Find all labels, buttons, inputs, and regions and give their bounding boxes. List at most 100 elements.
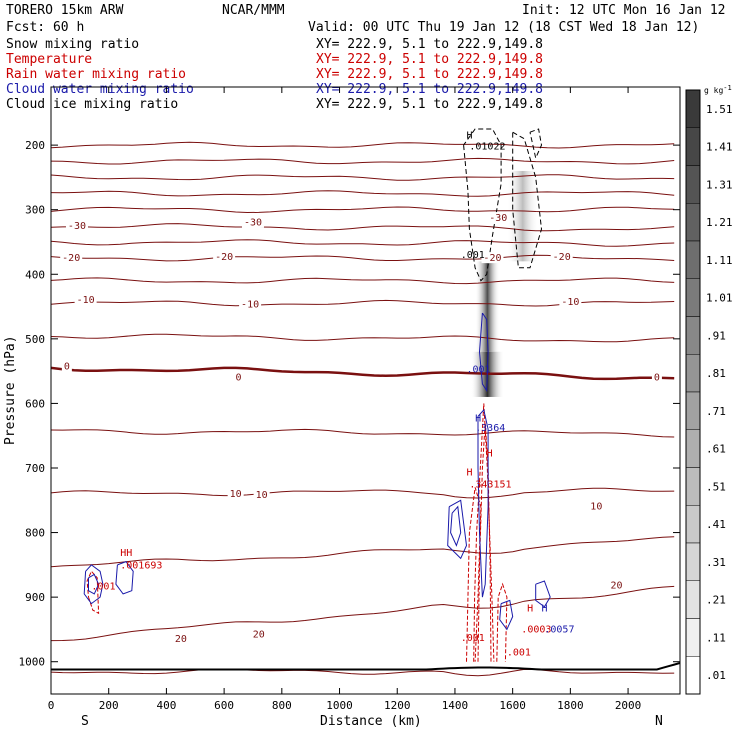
colorbar-swatch <box>685 316 701 355</box>
y-tick-label: 800 <box>25 527 45 540</box>
colorbar-label: .71 <box>706 405 726 418</box>
contour-annotation: .343151 <box>469 479 511 490</box>
colorbar-swatch <box>685 467 701 506</box>
colorbar-swatch <box>685 618 701 657</box>
temperature-label: 10 <box>256 490 268 501</box>
field-rain-name: Rain water mixing ratio <box>6 67 186 82</box>
isotherm-line <box>51 277 675 285</box>
x-axis-ticks: 0 200 400 600 800 1000 1200 1400 1600 1800 2000 <box>48 87 642 712</box>
colorbar-swatch <box>685 354 701 393</box>
temperature-label-bg <box>559 296 582 308</box>
field-snow-name: Snow mixing ratio <box>6 37 139 52</box>
isotherm-line <box>51 157 675 165</box>
temperature-label: 0 <box>64 362 70 373</box>
rain-contours <box>86 403 508 662</box>
colorbar-swatch <box>685 656 701 695</box>
colorbar-swatch <box>685 203 701 242</box>
contour-annotation: .0057 <box>544 625 574 636</box>
temperature-label: -10 <box>561 297 579 308</box>
colorbar: 1.51 1.41 1.31 1.21 1.11 1.01 .91 .81 .71 .61 .51.… <box>685 89 733 695</box>
valid-label: Valid: 00 UTC Thu 19 Jan 12 (18 CST Wed … <box>308 20 699 35</box>
cloud-water-contour <box>478 312 489 393</box>
field-rain-xy: XY= 222.9, 5.1 to 222.9,149.8 <box>316 67 543 82</box>
isotherm-line <box>51 190 675 197</box>
temperature-label: -30 <box>489 213 507 224</box>
contour-annotation: .001 <box>507 647 531 658</box>
temperature-label-bg <box>61 360 72 372</box>
field-temperature-xy: XY= 222.9, 5.1 to 222.9,149.8 <box>316 52 543 67</box>
colorbar-label: .61 <box>706 443 726 456</box>
init-label: Init: 12 UTC Mon 16 Jan 12 <box>522 3 726 18</box>
temperature-label-bg <box>253 489 270 501</box>
y-tick-label: 700 <box>25 462 45 475</box>
colorbar-unit-text: g kg <box>704 86 723 95</box>
contour-annotation: .0003 <box>521 625 551 636</box>
colorbar-label: .81 <box>706 367 726 380</box>
isotherm-line <box>51 668 675 677</box>
isotherm-line <box>51 366 675 381</box>
colorbar-swatch <box>685 542 701 581</box>
colorbar-label: .31 <box>706 556 726 569</box>
model-label: TORERO 15km ARW <box>6 3 124 18</box>
temperature-label: 0 <box>654 373 660 384</box>
plot-frame <box>50 86 681 695</box>
temperature-label: 20 <box>253 630 265 641</box>
rain-contour <box>496 582 508 662</box>
colorbar-label: 1.01 <box>706 292 733 305</box>
temperature-labels: -30 -30 -30 -20 -20 -20 -20 -10 -10 -10 0 0 0 10 10 10 2… <box>60 212 662 645</box>
temperature-label-bg <box>233 371 244 383</box>
rain-contour <box>466 487 482 662</box>
field-legend: Snow mixing ratio XY= 222.9, 5.1 to 222.… <box>6 37 543 112</box>
colorbar-swatch <box>685 165 701 204</box>
isotherm-line <box>51 254 675 262</box>
x-tick-label: 600 <box>214 699 234 712</box>
temperature-label: -20 <box>62 253 80 264</box>
contour-annotation: HH <box>120 548 132 559</box>
colorbar-label: .51 <box>706 480 726 493</box>
temperature-label: 10 <box>590 502 602 513</box>
contour-annotation: .3364 <box>475 423 505 434</box>
temperature-label-bg <box>227 487 244 499</box>
y-tick-label: 900 <box>25 591 45 604</box>
contour-annotation: .001693 <box>120 561 162 572</box>
x-tick-label: 1600 <box>499 699 526 712</box>
colorbar-swatch <box>685 127 701 166</box>
temperature-label: 0 <box>236 373 242 384</box>
x-tick-label: 2000 <box>615 699 642 712</box>
colorbar-label: 1.51 <box>706 103 733 116</box>
colorbar-swatch <box>685 89 701 128</box>
cloud-water-contour <box>88 573 100 595</box>
temperature-label: -10 <box>241 300 259 311</box>
y-tick-label: 1000 <box>19 656 46 669</box>
cloud-water-contours <box>83 312 551 631</box>
temperature-contours <box>51 141 675 677</box>
temperature-label-bg <box>481 252 504 264</box>
field-cloud-water-name: Cloud water mixing ratio <box>6 82 194 97</box>
colorbar-unit-exp: -1 <box>723 84 731 92</box>
x-tick-label: 1000 <box>326 699 353 712</box>
colorbar-label: 1.41 <box>706 141 733 154</box>
y-axis-label: Pressure (hPa) <box>3 335 18 445</box>
x-tick-label: 0 <box>48 699 55 712</box>
cloud-water-contour <box>450 505 462 547</box>
colorbar-label: .91 <box>706 329 726 342</box>
contour-annotations: H.01022.001.001H.3364HH.343151HH.001693.… <box>91 131 574 659</box>
cloud-water-contour <box>447 499 468 560</box>
snow-contour <box>463 128 502 282</box>
colorbar-swatch <box>685 240 701 279</box>
x-tick-label: 1800 <box>557 699 584 712</box>
isotherm-line <box>51 239 675 247</box>
y-tick-label: 600 <box>25 397 45 410</box>
colorbar-label: 1.21 <box>706 216 733 229</box>
temperature-label: 20 <box>175 634 187 645</box>
contour-annotation: H <box>466 131 472 142</box>
field-cloud-ice-xy: XY= 222.9, 5.1 to 222.9,149.8 <box>316 97 543 112</box>
isotherm-line <box>51 487 675 499</box>
north-label: N <box>655 714 663 729</box>
cloud-water-contour <box>83 564 104 605</box>
colorbar-label: .11 <box>706 631 726 644</box>
isotherm-line <box>51 174 675 181</box>
snow-contour <box>512 131 543 269</box>
